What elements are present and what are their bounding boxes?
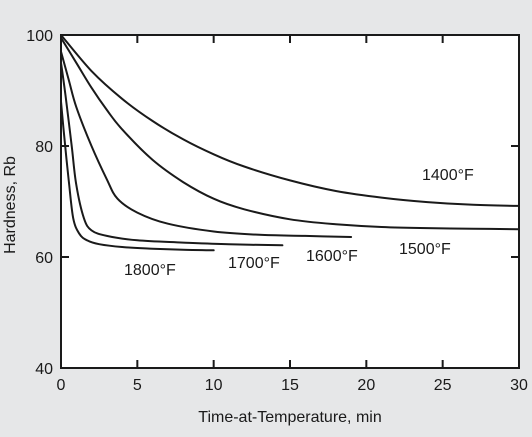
x-tick-label: 10 — [205, 377, 223, 394]
x-tick-label: 0 — [57, 377, 66, 394]
y-tick-label: 60 — [35, 250, 53, 267]
series-label-3: 1700°F — [228, 255, 280, 272]
series-line-4 — [60, 100, 215, 252]
series-label-0: 1400°F — [422, 167, 474, 184]
series-line-3 — [60, 61, 284, 247]
x-axis-title: Time-at-Temperature, min — [198, 409, 381, 426]
y-tick-label: 80 — [35, 139, 53, 156]
plot-area — [60, 34, 520, 369]
series-line-1 — [60, 36, 520, 231]
series-line-2 — [60, 50, 353, 238]
x-tick-label: 30 — [510, 377, 528, 394]
axis-tick-labels: 0 5 10 15 20 25 30 40 60 80 100 — [26, 28, 528, 394]
y-axis-title: Hardness, Rb — [2, 156, 19, 254]
series-curves — [60, 34, 520, 252]
series-labels: 1400°F 1500°F 1600°F 1700°F 1800°F — [124, 167, 474, 279]
series-line-0 — [60, 34, 520, 207]
series-label-2: 1600°F — [306, 248, 358, 265]
y-tick-label: 40 — [35, 361, 53, 378]
y-tick-label: 100 — [26, 28, 53, 45]
series-label-1: 1500°F — [399, 241, 451, 258]
x-tick-label: 5 — [133, 377, 142, 394]
x-tick-label: 25 — [434, 377, 452, 394]
x-tick-label: 20 — [357, 377, 375, 394]
series-label-4: 1800°F — [124, 262, 176, 279]
x-tick-label: 15 — [281, 377, 299, 394]
